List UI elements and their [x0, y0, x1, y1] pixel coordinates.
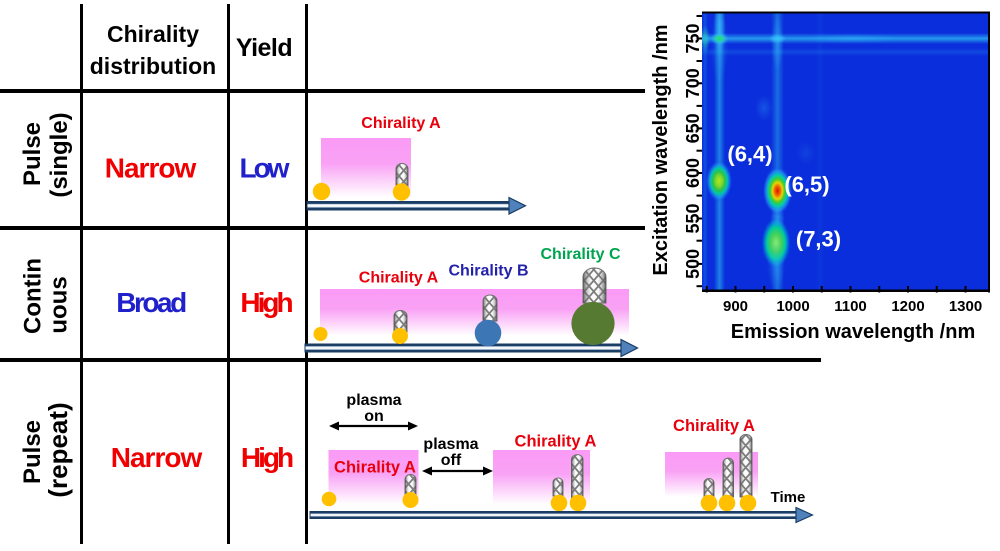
- svg-text:Chirality A: Chirality A: [359, 270, 439, 287]
- svg-text:(6,4): (6,4): [727, 142, 772, 167]
- svg-text:High: High: [241, 442, 293, 473]
- svg-text:Chirality C: Chirality C: [540, 246, 620, 263]
- svg-text:600: 600: [683, 158, 703, 188]
- svg-text:Chirality A: Chirality A: [515, 433, 597, 451]
- svg-text:Chirality A: Chirality A: [334, 459, 416, 477]
- svg-text:Chirality A: Chirality A: [673, 417, 755, 435]
- svg-text:distribution: distribution: [90, 53, 216, 79]
- svg-text:Pulse: Pulse: [19, 122, 46, 186]
- svg-text:Narrow: Narrow: [105, 153, 197, 184]
- svg-text:plasma: plasma: [423, 436, 478, 453]
- svg-text:1100: 1100: [834, 298, 867, 315]
- svg-text:High: High: [240, 287, 292, 318]
- svg-text:1300: 1300: [949, 298, 982, 315]
- svg-text:(single): (single): [46, 112, 73, 197]
- svg-text:plasma: plasma: [346, 392, 401, 409]
- svg-text:900: 900: [723, 298, 748, 315]
- svg-text:Chirality B: Chirality B: [448, 263, 528, 280]
- svg-text:on: on: [364, 408, 384, 425]
- svg-text:550: 550: [683, 203, 703, 233]
- svg-text:Yield: Yield: [236, 34, 292, 62]
- svg-text:1000: 1000: [776, 298, 809, 315]
- svg-text:(repeat): (repeat): [43, 402, 73, 497]
- svg-text:Chirality A: Chirality A: [361, 115, 441, 132]
- svg-text:(7,3): (7,3): [796, 227, 841, 252]
- svg-text:Broad: Broad: [116, 287, 186, 318]
- svg-text:750: 750: [683, 23, 703, 53]
- svg-text:Chirality: Chirality: [107, 21, 199, 47]
- svg-text:650: 650: [683, 113, 703, 143]
- svg-text:Contin: Contin: [20, 258, 47, 334]
- svg-text:Emission wavelength /nm: Emission wavelength /nm: [731, 321, 976, 343]
- svg-text:uous: uous: [46, 276, 73, 333]
- svg-text:Pulse: Pulse: [19, 420, 46, 484]
- svg-text:off: off: [441, 452, 462, 469]
- svg-text:Time: Time: [771, 489, 806, 506]
- svg-text:1200: 1200: [891, 298, 924, 315]
- svg-text:500: 500: [683, 249, 703, 279]
- svg-text:(6,5): (6,5): [784, 172, 829, 197]
- svg-text:Low: Low: [240, 153, 290, 184]
- svg-text:Excitation wavelength /nm: Excitation wavelength /nm: [650, 24, 672, 275]
- svg-text:Narrow: Narrow: [111, 442, 203, 473]
- svg-text:700: 700: [683, 68, 703, 98]
